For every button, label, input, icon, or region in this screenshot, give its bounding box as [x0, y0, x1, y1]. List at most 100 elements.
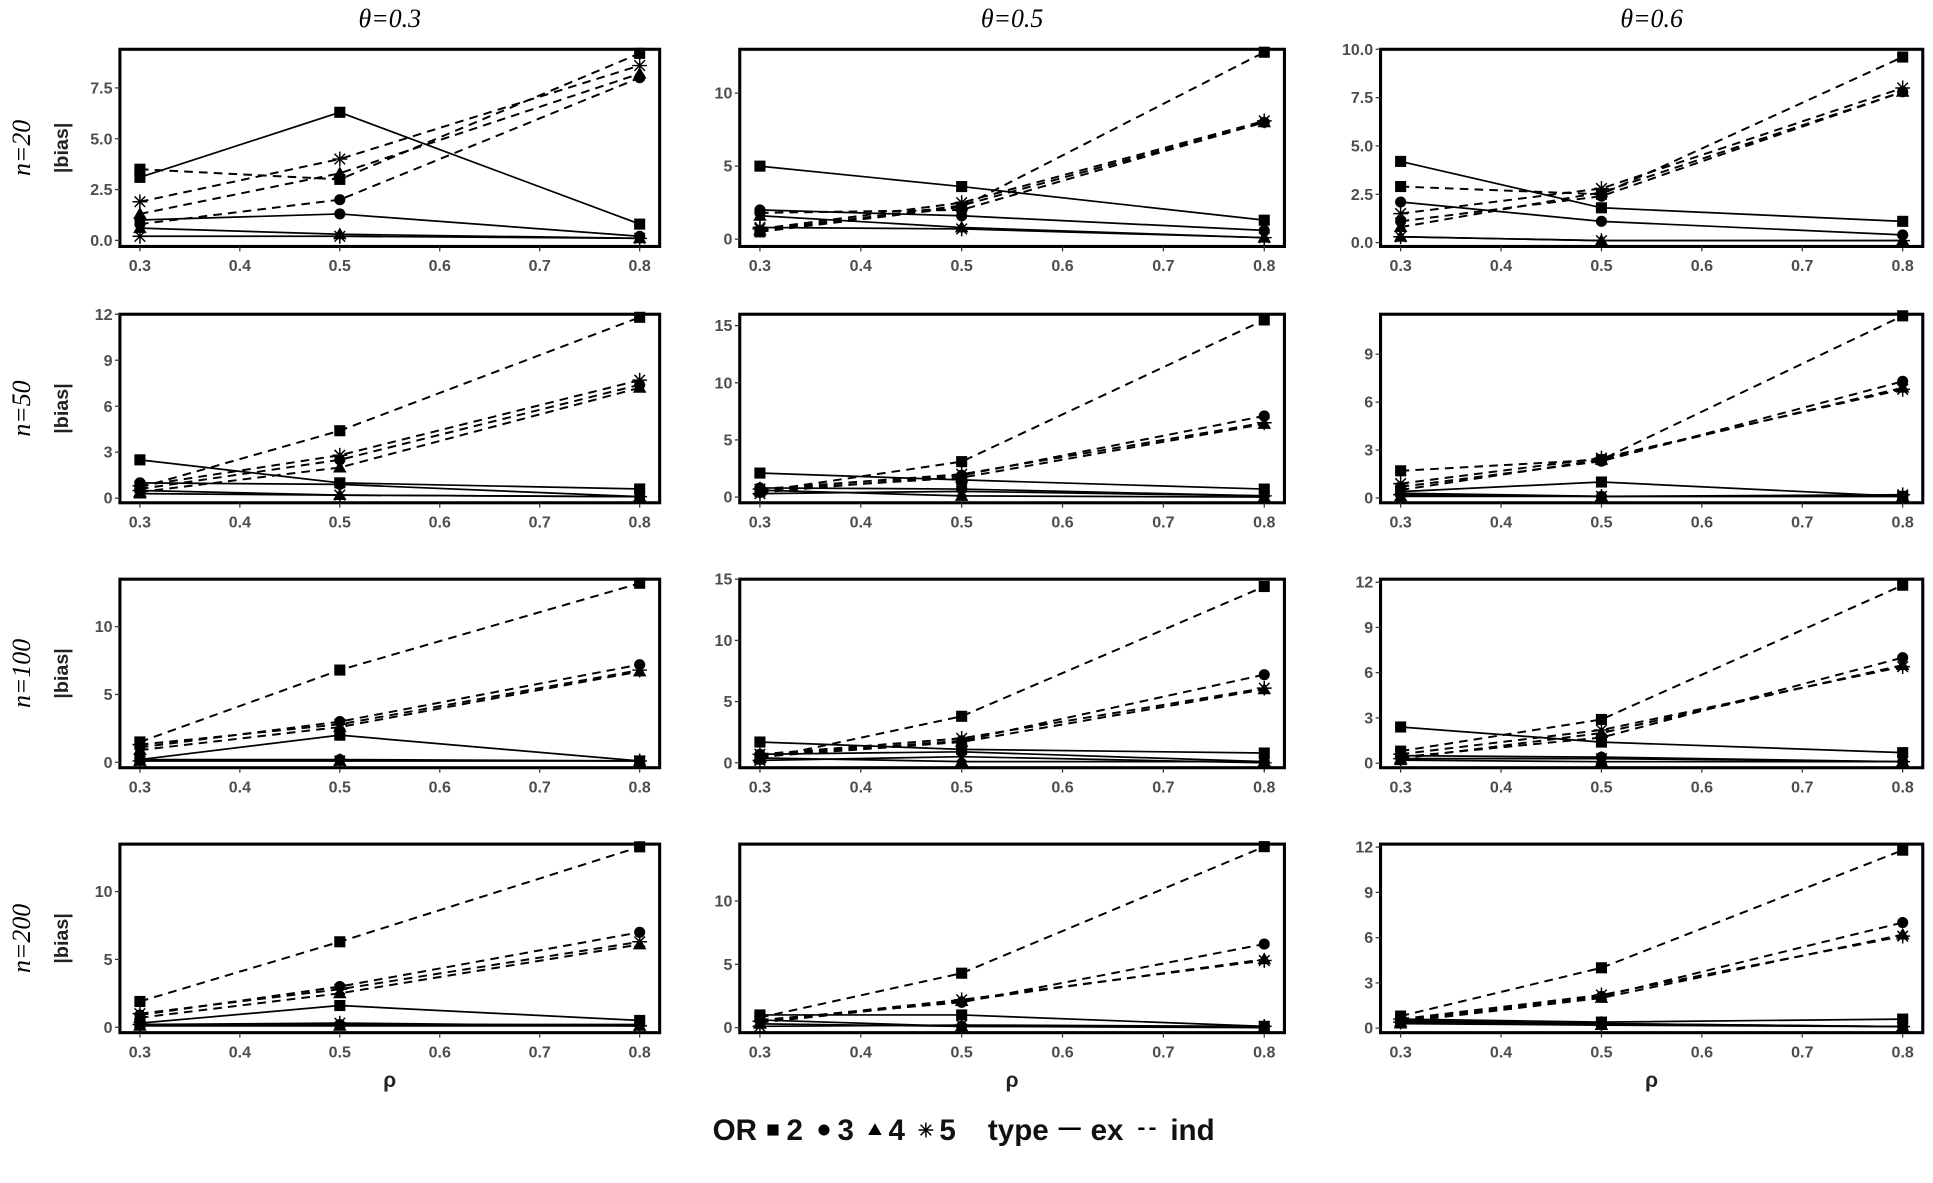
x-tick-label: 0.7 [1152, 1044, 1174, 1061]
point-ind-or5 [1895, 659, 1911, 675]
point-ind-or5 [632, 934, 648, 950]
point-ind-or2 [1897, 844, 1909, 856]
x-axis-label: ρ [1006, 1069, 1019, 1092]
point-ind-or2 [634, 311, 646, 323]
panel-50-0.6: 0 3 6 9 0.3 0.4 0.5 0.6 0.7 0.8 [1364, 310, 1925, 531]
series-ind-or4-line [139, 386, 640, 494]
point-ind-or2 [1897, 579, 1909, 591]
point-ind-or2 [334, 664, 346, 676]
point-ex-or5 [632, 1018, 648, 1034]
point-ind-or5 [1256, 953, 1272, 968]
y-tick-label: 10 [715, 375, 733, 392]
point-ex-or5 [1256, 488, 1272, 504]
point-ex-or3 [1395, 196, 1407, 208]
x-tick-label: 0.7 [529, 258, 551, 275]
panel-frame [118, 577, 662, 770]
x-tick-label: 0.4 [850, 1044, 872, 1061]
y-tick-label: 0 [104, 1020, 113, 1037]
point-ind-or5 [632, 372, 648, 388]
y-tick-label: 0 [723, 490, 732, 507]
series-ind-or4-line [1400, 90, 1903, 229]
point-ex-or5 [332, 1015, 348, 1031]
x-tick-label: 0.8 [1253, 514, 1275, 531]
point-ind-or5 [752, 1013, 768, 1029]
point-ind-or2 [956, 967, 968, 979]
point-ind-or2 [956, 710, 968, 722]
point-ex-or3 [334, 208, 346, 220]
point-ind-or2 [334, 173, 346, 185]
row-title: n=100 [7, 639, 36, 708]
panel-100-0.3: 0 5 10 0.3 0.4 0.5 0.6 0.7 0.8 [95, 577, 662, 796]
x-tick-label: 0.8 [1892, 1044, 1914, 1061]
x-tick-label: 0.3 [1390, 1044, 1412, 1061]
y-tick-label: 15 [715, 318, 733, 335]
panel-frame [1379, 577, 1925, 770]
y-tick-label: 0.0 [90, 233, 112, 250]
y-tick-label: 3 [1364, 975, 1373, 992]
series-ind-or3-line [1400, 921, 1903, 1022]
legend-label: ind [1170, 1114, 1214, 1147]
point-ind-or4 [333, 166, 347, 179]
x-tick-label: 0.4 [229, 258, 251, 275]
series-ind-or4-line [1400, 386, 1903, 491]
y-tick-label: 6 [1364, 395, 1373, 412]
point-ex-or5 [954, 749, 970, 765]
point-ind-or5 [332, 151, 348, 167]
y-tick-label: 0.0 [1351, 235, 1373, 252]
point-ex-or5 [632, 489, 648, 505]
legend-label: OR [713, 1114, 757, 1147]
x-tick-label: 0.6 [429, 779, 451, 796]
point-ind-or4 [1393, 220, 1408, 233]
point-ex-or3 [334, 478, 346, 490]
series-ind-or2-line [1400, 56, 1904, 196]
point-ind-or2 [334, 425, 346, 437]
point-ind-or2 [334, 936, 346, 948]
series-ind-or2-line [759, 51, 1265, 233]
x-tick-label: 0.6 [1691, 779, 1713, 796]
legend-marker-or2 [767, 1124, 779, 1136]
point-ex-or3 [1595, 215, 1607, 227]
panel-frame [738, 577, 1286, 770]
legend-marker-or5 [918, 1122, 934, 1138]
x-tick-label: 0.7 [1152, 779, 1174, 796]
y-tick-label: 7.5 [1351, 90, 1373, 107]
point-ind-or2 [634, 577, 646, 589]
y-tick-label: 3 [1364, 710, 1373, 727]
panel-200-0.5: 0 5 10 0.3 0.4 0.5 0.6 0.7 0.8 ρ [715, 841, 1286, 1092]
series-ind-or3-line [1400, 90, 1903, 223]
point-ind-or2 [1395, 180, 1407, 193]
point-ind-or5 [1594, 181, 1609, 196]
x-tick-label: 0.5 [329, 514, 351, 531]
panel-frame [1379, 47, 1925, 248]
point-ind-or2 [956, 456, 968, 468]
point-ind-or5 [752, 481, 768, 497]
point-ind-or5 [632, 58, 648, 73]
x-tick-label: 0.3 [129, 258, 151, 275]
series-ind-or5-line [139, 940, 640, 1015]
point-ind-or3 [634, 926, 646, 938]
point-ind-or3 [134, 218, 146, 230]
legend-label: 5 [939, 1114, 955, 1147]
point-ind-or5 [954, 195, 970, 211]
y-tick-label: 5 [723, 694, 732, 711]
x-tick-label: 0.8 [629, 1044, 651, 1061]
point-ex-or5 [954, 483, 970, 499]
y-axis-label: |bias| [51, 913, 73, 963]
point-ind-or5 [1594, 450, 1609, 466]
x-tick-label: 0.3 [129, 514, 151, 531]
point-ind-or3 [1258, 669, 1270, 681]
series-ind-or5-line [1400, 935, 1903, 1021]
y-tick-label: 3 [104, 445, 113, 462]
point-ind-or5 [1393, 1011, 1409, 1027]
panel-frame [738, 312, 1286, 505]
point-ind-or3 [334, 194, 346, 206]
point-ind-or2 [1595, 713, 1607, 725]
y-tick-label: 0 [723, 1020, 732, 1037]
series-ind-or5-line [759, 687, 1265, 756]
x-tick-label: 0.7 [1152, 258, 1174, 275]
point-ind-or2 [634, 47, 646, 59]
x-tick-label: 0.6 [1051, 258, 1073, 275]
point-ex-or2 [634, 483, 646, 495]
x-tick-label: 0.4 [1490, 258, 1512, 275]
